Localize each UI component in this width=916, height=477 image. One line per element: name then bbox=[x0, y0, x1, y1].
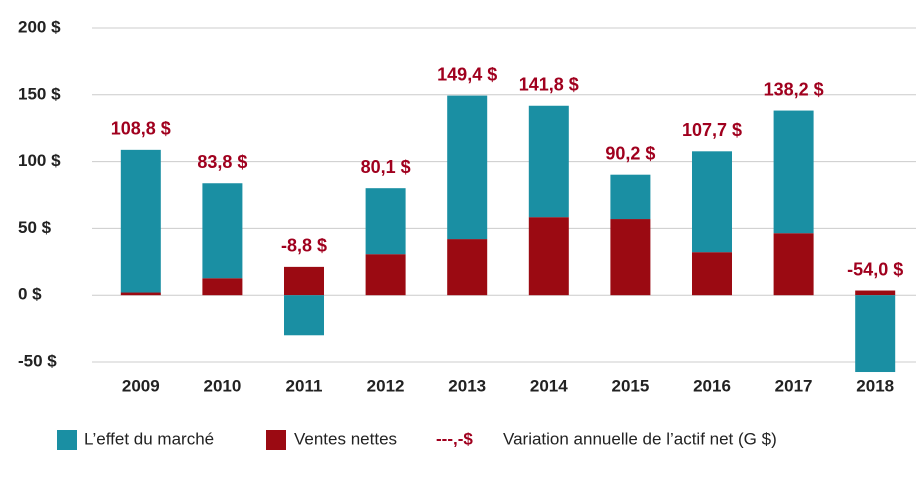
legend-label: Ventes nettes bbox=[294, 429, 397, 448]
bar-segment bbox=[855, 295, 896, 373]
total-label: 141,8 $ bbox=[519, 75, 579, 95]
legend-marker: ---,-$ bbox=[436, 429, 473, 448]
bar-segment bbox=[120, 292, 161, 296]
x-tick-label: 2011 bbox=[286, 376, 323, 395]
x-tick-label: 2014 bbox=[530, 376, 568, 395]
bar-segment bbox=[528, 105, 569, 218]
bar-segment bbox=[855, 290, 896, 296]
legend-label: L’effet du marché bbox=[84, 429, 214, 448]
bar-segment bbox=[284, 266, 324, 296]
total-label: 107,7 $ bbox=[682, 120, 742, 140]
bar-segment bbox=[692, 252, 732, 296]
x-tick-label: 2016 bbox=[693, 376, 731, 395]
bar-segment bbox=[610, 219, 651, 296]
bar-segment bbox=[692, 151, 732, 253]
total-label: 149,4 $ bbox=[437, 64, 497, 84]
y-tick-label: -50 $ bbox=[18, 351, 57, 370]
total-label: -8,8 $ bbox=[281, 236, 327, 256]
total-label: 108,8 $ bbox=[111, 119, 171, 139]
bar-segment bbox=[365, 188, 406, 255]
y-tick-label: 150 $ bbox=[18, 84, 61, 103]
bar-segment bbox=[773, 110, 814, 234]
legend-swatch bbox=[57, 430, 77, 450]
bar-segment bbox=[610, 174, 651, 220]
bar-segment bbox=[284, 295, 324, 336]
bar-segment bbox=[202, 278, 243, 296]
legend-swatch bbox=[266, 430, 286, 450]
bar-segment bbox=[447, 95, 488, 240]
x-tick-label: 2012 bbox=[367, 376, 405, 395]
legend-label: Variation annuelle de l’actif net (G $) bbox=[503, 429, 777, 448]
total-label: 83,8 $ bbox=[197, 152, 247, 172]
x-tick-label: 2009 bbox=[122, 376, 160, 395]
x-tick-label: 2013 bbox=[448, 376, 486, 395]
total-label: -54,0 $ bbox=[847, 259, 903, 279]
bar-segment bbox=[365, 254, 406, 296]
x-tick-label: 2010 bbox=[203, 376, 241, 395]
x-tick-label: 2017 bbox=[775, 376, 813, 395]
bar-segment bbox=[202, 183, 243, 279]
bar-segment bbox=[447, 239, 488, 296]
bar-segment bbox=[120, 149, 161, 293]
bar-segment bbox=[528, 217, 569, 296]
x-tick-label: 2015 bbox=[611, 376, 649, 395]
total-label: 138,2 $ bbox=[764, 79, 824, 99]
total-label: 80,1 $ bbox=[361, 157, 411, 177]
y-tick-label: 200 $ bbox=[18, 17, 61, 36]
bar-segment bbox=[773, 233, 814, 296]
x-tick-label: 2018 bbox=[856, 376, 894, 395]
y-tick-label: 0 $ bbox=[18, 285, 42, 304]
y-tick-label: 50 $ bbox=[18, 218, 52, 237]
total-label: 90,2 $ bbox=[605, 143, 655, 163]
y-tick-label: 100 $ bbox=[18, 151, 61, 170]
